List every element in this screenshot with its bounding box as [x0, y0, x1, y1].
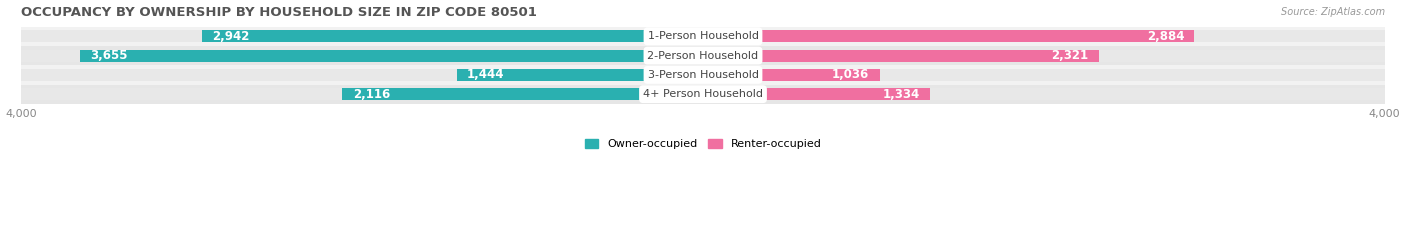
Text: 2,942: 2,942	[212, 30, 249, 43]
Bar	[80, 50, 703, 62]
Bar	[703, 30, 1195, 42]
Bar	[21, 30, 703, 42]
Bar	[703, 88, 1385, 100]
Bar	[21, 27, 1385, 46]
Bar	[457, 69, 703, 81]
Bar	[343, 88, 703, 100]
Text: 4+ Person Household: 4+ Person Household	[643, 89, 763, 99]
Bar	[703, 50, 1385, 62]
Bar	[21, 69, 703, 81]
Bar	[201, 30, 703, 42]
Bar	[21, 65, 1385, 85]
Text: 1,036: 1,036	[832, 69, 869, 81]
Bar	[703, 50, 1098, 62]
Bar	[21, 88, 703, 100]
Bar	[703, 69, 880, 81]
Text: 1-Person Household: 1-Person Household	[648, 31, 758, 41]
Text: 1,334: 1,334	[883, 88, 920, 101]
Bar	[703, 88, 931, 100]
Bar	[703, 30, 1385, 42]
Text: 3-Person Household: 3-Person Household	[648, 70, 758, 80]
Text: 2,116: 2,116	[353, 88, 389, 101]
Text: 1,444: 1,444	[467, 69, 505, 81]
Text: 3,655: 3,655	[90, 49, 128, 62]
Bar	[21, 46, 1385, 65]
Text: OCCUPANCY BY OWNERSHIP BY HOUSEHOLD SIZE IN ZIP CODE 80501: OCCUPANCY BY OWNERSHIP BY HOUSEHOLD SIZE…	[21, 6, 537, 19]
Bar	[703, 69, 1385, 81]
Text: Source: ZipAtlas.com: Source: ZipAtlas.com	[1281, 7, 1385, 17]
Text: 2,321: 2,321	[1052, 49, 1088, 62]
Bar	[21, 50, 703, 62]
Text: 2-Person Household: 2-Person Household	[647, 51, 759, 61]
Text: 2,884: 2,884	[1147, 30, 1184, 43]
Legend: Owner-occupied, Renter-occupied: Owner-occupied, Renter-occupied	[581, 134, 825, 154]
Bar	[21, 85, 1385, 104]
